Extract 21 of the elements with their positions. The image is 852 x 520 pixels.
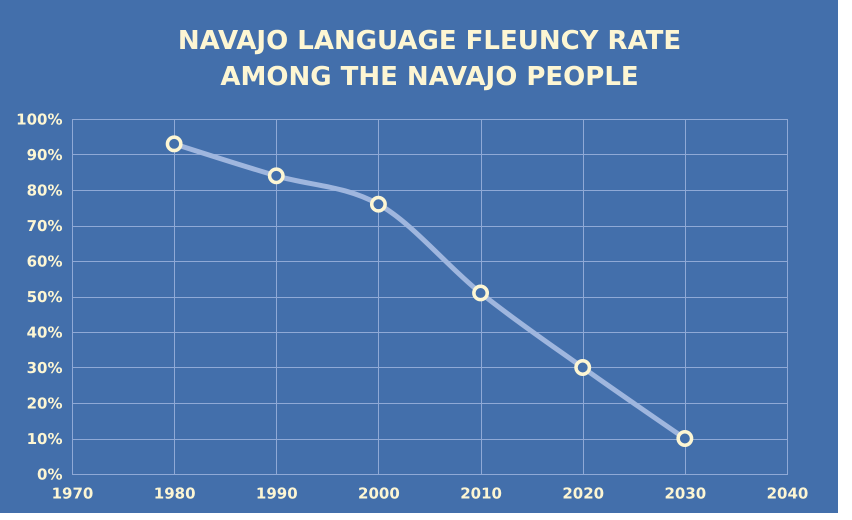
x-tick-label: 2000 (358, 484, 400, 502)
x-tick-label: 1970 (52, 484, 94, 502)
y-tick-label: 30% (26, 359, 62, 377)
y-tick-label: 70% (26, 217, 62, 235)
y-tick-label: 100% (16, 110, 62, 128)
x-tick-label: 1980 (154, 484, 196, 502)
x-tick-label: 2020 (562, 484, 604, 502)
x-tick-label: 2040 (766, 484, 808, 502)
x-tick-label: 1990 (256, 484, 298, 502)
x-tick-label: 2030 (664, 484, 706, 502)
y-tick-label: 80% (26, 182, 62, 200)
text: NAVAJO LANGUAGE FLEUNCY RATE (178, 26, 682, 56)
y-tick-label: 10% (26, 430, 62, 448)
y-tick-label: 20% (26, 394, 62, 412)
y-tick-label: 90% (26, 146, 62, 164)
y-tick-label: 50% (26, 288, 62, 306)
y-tick-label: 0% (37, 466, 62, 484)
x-tick-label: 2010 (460, 484, 502, 502)
y-tick-label: 60% (26, 252, 62, 270)
y-tick-label: 40% (26, 324, 62, 342)
text: AMONG THE NAVAJO PEOPLE (220, 62, 639, 92)
